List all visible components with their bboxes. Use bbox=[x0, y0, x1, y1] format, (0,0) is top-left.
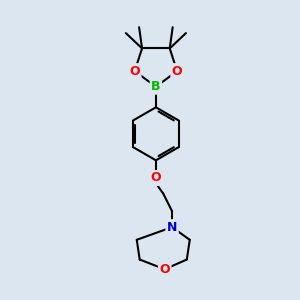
Text: O: O bbox=[172, 64, 182, 78]
Text: N: N bbox=[167, 220, 177, 234]
Text: O: O bbox=[129, 64, 140, 78]
Text: O: O bbox=[159, 263, 170, 276]
Text: B: B bbox=[151, 80, 160, 93]
Text: O: O bbox=[151, 172, 161, 184]
